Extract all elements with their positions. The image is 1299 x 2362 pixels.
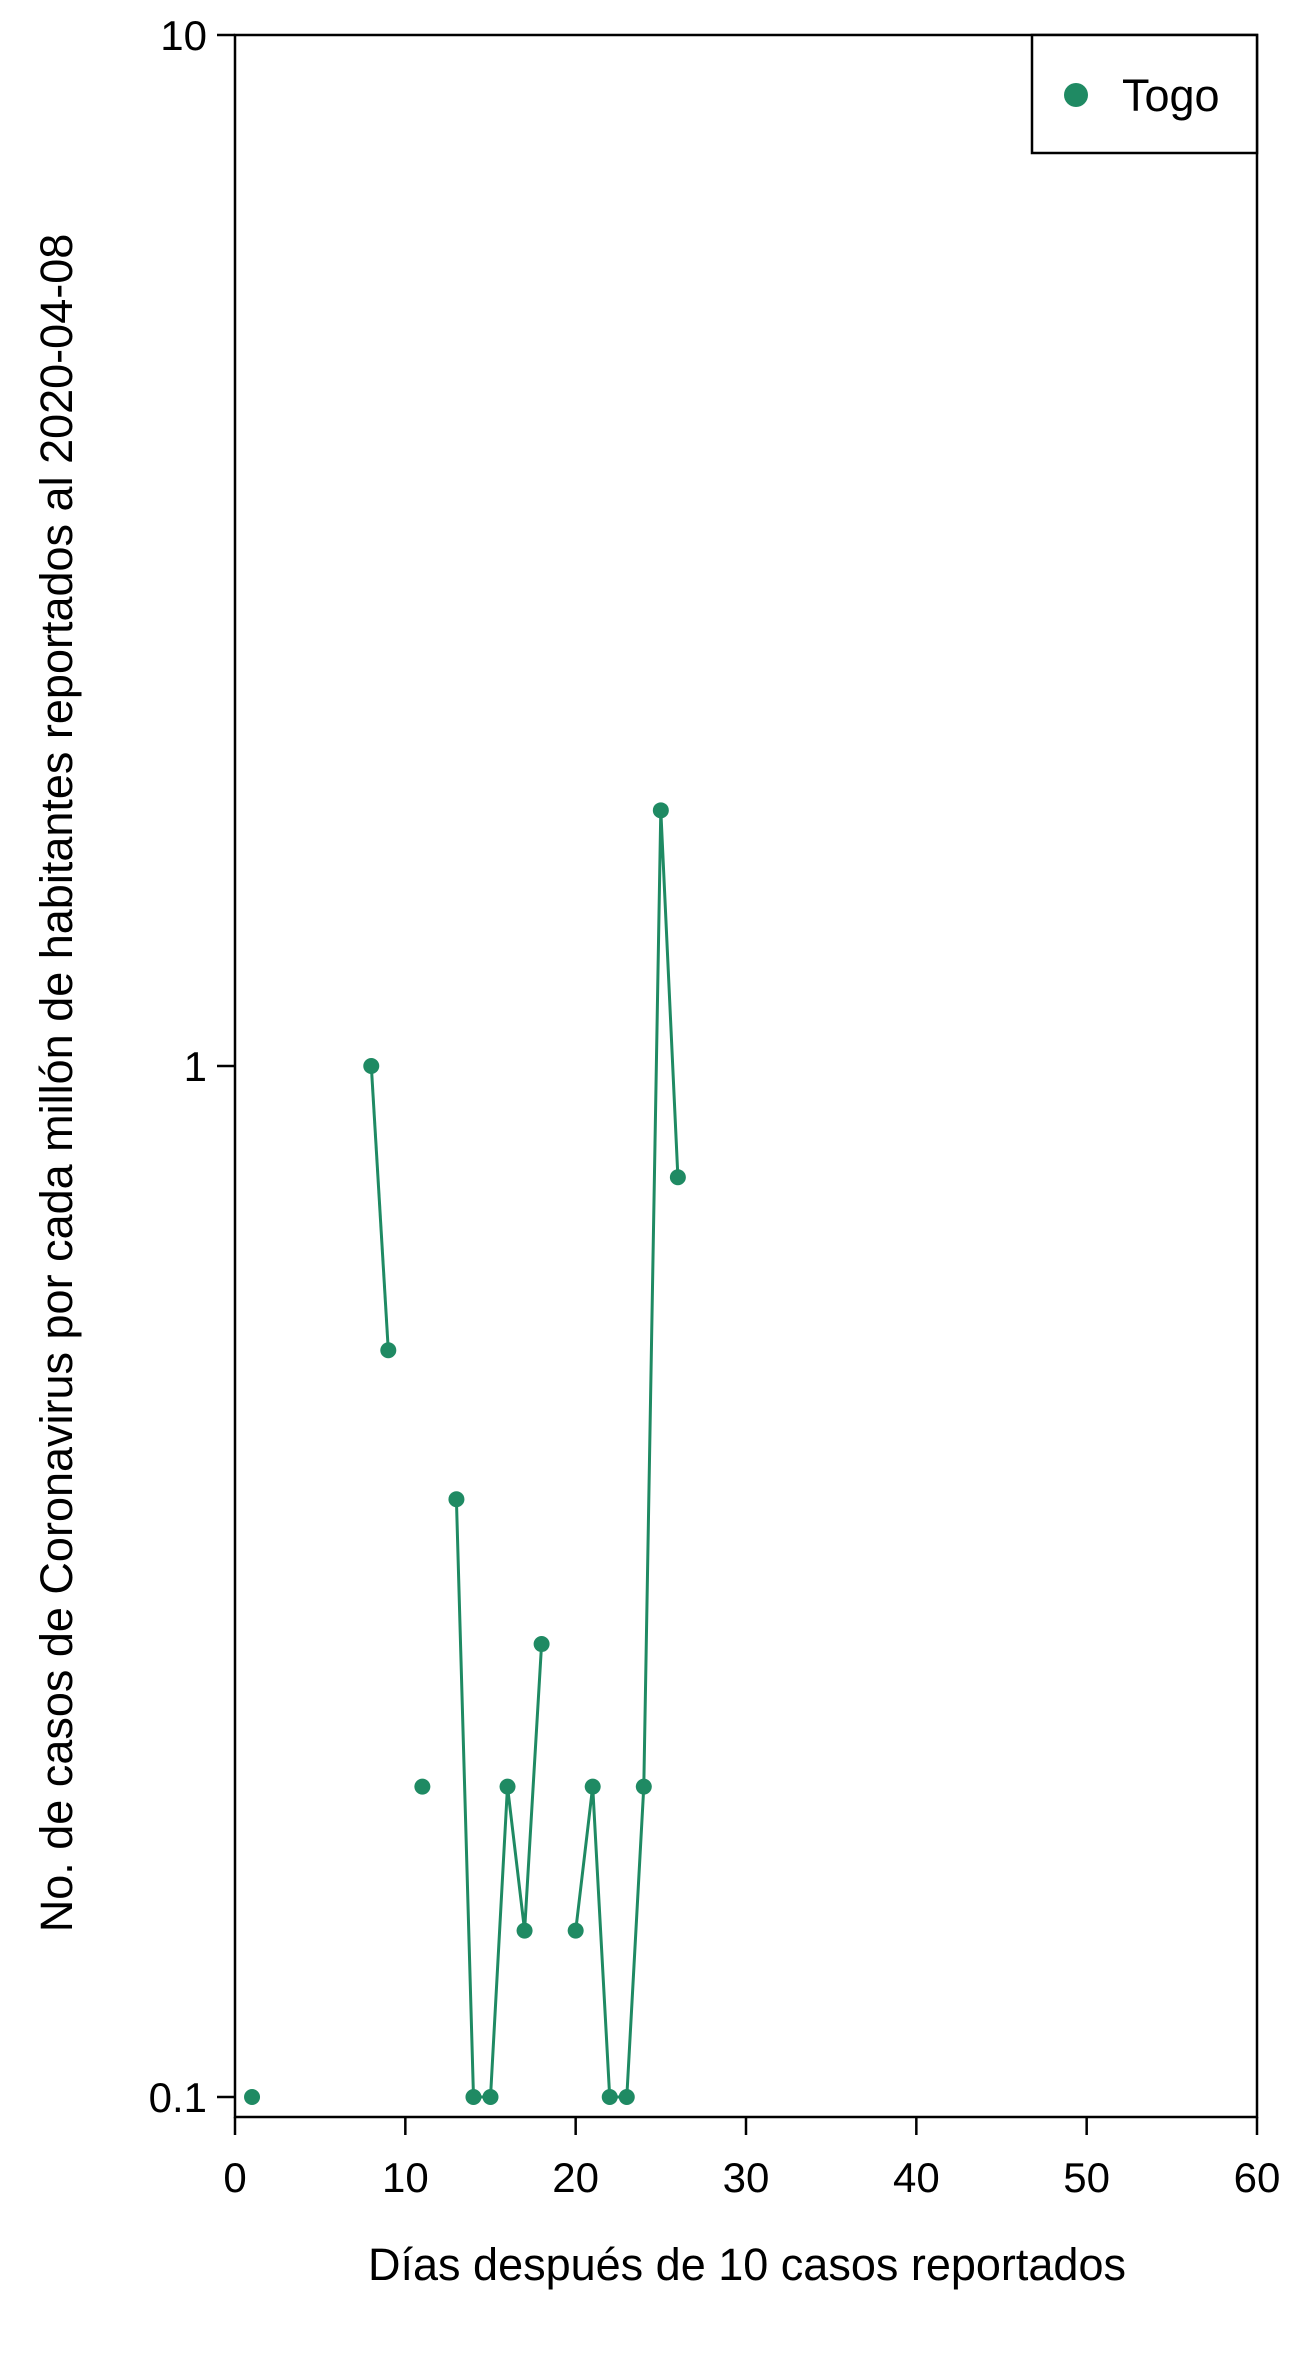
data-point xyxy=(414,1778,431,1795)
data-point xyxy=(482,2089,499,2105)
data-point xyxy=(533,1636,550,1653)
data-point xyxy=(244,2089,261,2105)
legend-box xyxy=(1030,33,1259,155)
y-tick-label: 0.1 xyxy=(149,2074,207,2121)
data-point xyxy=(499,1778,516,1795)
legend: Togo xyxy=(1030,33,1259,155)
series-togo xyxy=(244,802,686,2105)
x-tick-label: 30 xyxy=(723,2154,770,2201)
legend-label: Togo xyxy=(1122,70,1220,121)
data-point xyxy=(601,2089,618,2105)
x-tick-label: 60 xyxy=(1234,2154,1281,2201)
data-point xyxy=(567,1922,584,1939)
x-axis: 0 10 20 30 40 50 60 xyxy=(223,2117,1280,2201)
data-point xyxy=(448,1491,465,1508)
y-tick-label: 1 xyxy=(184,1043,207,1090)
data-point xyxy=(618,2089,635,2105)
y-axis: 0.1 1 10 xyxy=(149,12,235,2121)
series-line-segment xyxy=(574,810,680,2099)
x-tick-label: 0 xyxy=(223,2154,246,2201)
plot-border xyxy=(233,33,1259,2119)
x-tick-label: 40 xyxy=(893,2154,940,2201)
y-tick-label: 10 xyxy=(160,12,207,59)
plot-area xyxy=(233,33,1259,2119)
data-point xyxy=(652,802,669,819)
x-axis-title: Días después de 10 casos reportados xyxy=(368,2239,1126,2290)
data-point xyxy=(584,1778,601,1795)
y-axis-title: No. de casos de Coronavirus por cada mil… xyxy=(31,234,82,1933)
x-tick-label: 20 xyxy=(552,2154,599,2201)
data-point xyxy=(635,1778,652,1795)
series-line-segment xyxy=(454,1499,544,2099)
legend-marker xyxy=(1064,83,1088,107)
x-tick-label: 10 xyxy=(382,2154,429,2201)
x-tick-label: 50 xyxy=(1063,2154,1110,2201)
data-point xyxy=(363,1058,380,1074)
data-point xyxy=(380,1342,397,1359)
data-point xyxy=(669,1169,686,1186)
data-point xyxy=(516,1922,533,1939)
series-line-segment xyxy=(369,1065,390,1351)
data-point xyxy=(465,2089,482,2105)
